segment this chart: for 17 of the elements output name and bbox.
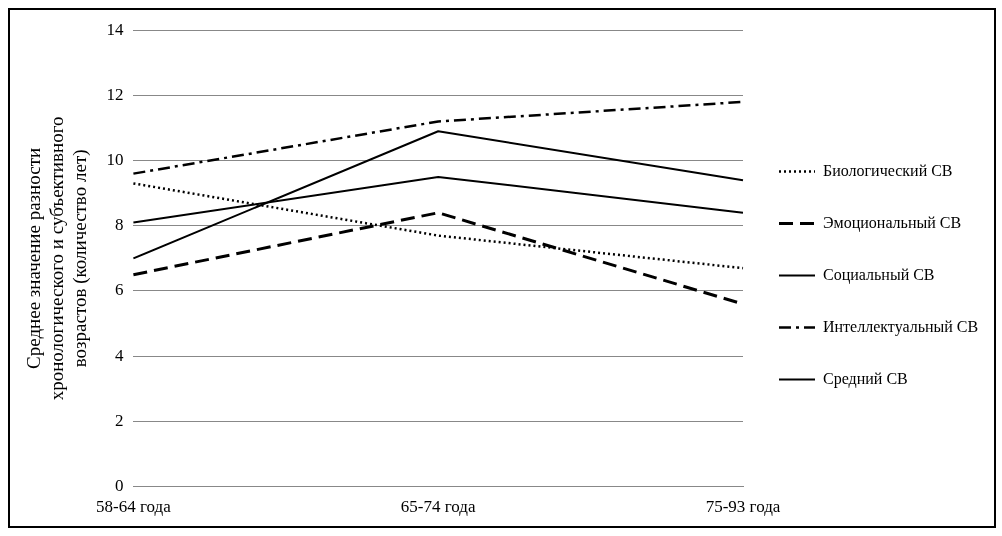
y-tick-label: 4 [114, 345, 124, 365]
y-tick-label: 6 [114, 280, 124, 300]
x-tick-label: 65-74 года [400, 497, 476, 517]
y-tick-label: 0 [114, 476, 124, 496]
y-tick-label: 2 [114, 410, 124, 430]
x-tick-label: 58-64 года [96, 497, 172, 517]
legend-label: Социальный СВ [823, 265, 935, 284]
y-tick-label: 10 [106, 150, 124, 170]
legend-label: Эмоциональный СВ [823, 213, 962, 232]
x-tick-label: 75-93 года [705, 497, 781, 517]
y-tick-label: 12 [106, 84, 124, 104]
legend-label: Интеллектуальный СВ [823, 317, 979, 336]
y-tick-label: 8 [114, 215, 124, 235]
legend-label: Средний СВ [823, 369, 908, 388]
legend-label: Биологический СВ [823, 161, 953, 179]
y-tick-label: 14 [106, 19, 124, 39]
y-axis-title: Среднее значение разности хронологического и субъективного возрастов (количество лет) [23, 116, 91, 401]
